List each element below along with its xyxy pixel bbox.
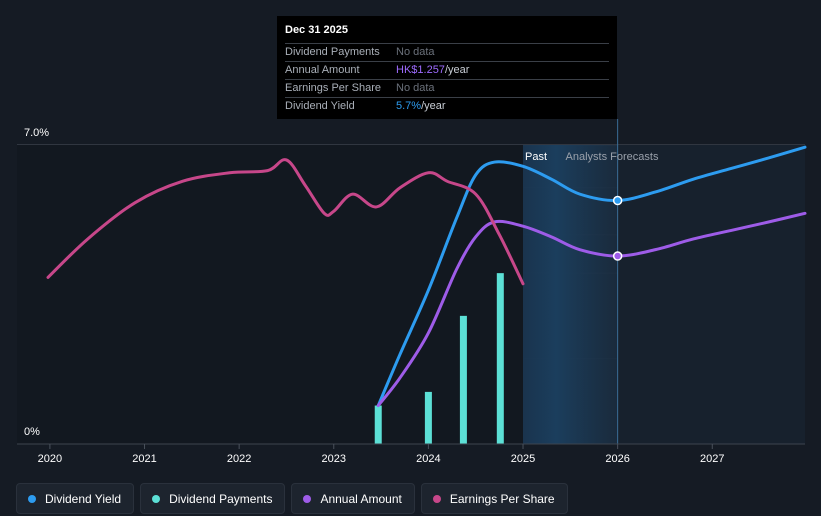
dividend-yield-marker xyxy=(612,195,623,206)
legend-dot-icon xyxy=(432,494,441,503)
forecast-label: Analysts Forecasts xyxy=(566,151,659,163)
value-suffix: /year xyxy=(444,64,470,76)
annual-amount-line xyxy=(376,211,807,408)
legend-label: Dividend Payments xyxy=(169,491,273,506)
x-tick-label: 2020 xyxy=(38,453,62,465)
dividend-payment-bar xyxy=(374,405,382,444)
axes: 7.0% 0% 2020 2021 2022 2023 2024 2025 2026 2027 xyxy=(17,127,805,465)
forecast-region-bg xyxy=(617,145,805,444)
earnings-per-share-line xyxy=(46,158,525,286)
series-lines xyxy=(46,145,807,408)
x-tick-label: 2026 xyxy=(605,453,629,465)
tooltip-label: Annual Amount xyxy=(285,64,360,76)
legend: Dividend Yield Dividend Payments Annual … xyxy=(16,483,568,514)
dividend-payment-bar xyxy=(459,315,467,444)
tooltip-date: Dec 31 2025 xyxy=(285,24,348,36)
dividend-payment-bar xyxy=(424,391,432,444)
value-suffix: /year xyxy=(421,100,446,112)
legend-item-dividend-yield[interactable]: Dividend Yield xyxy=(16,483,135,514)
y-tick-label: 0% xyxy=(24,426,40,438)
dividend-payment-bars xyxy=(374,273,504,444)
legend-label: Dividend Yield xyxy=(45,491,122,506)
legend-dot-icon xyxy=(303,494,312,503)
legend-item-dividend-payments[interactable]: Dividend Payments xyxy=(140,483,286,514)
y-tick-label: 7.0% xyxy=(24,127,49,139)
x-tick-label: 2024 xyxy=(416,453,440,465)
dividend-yield-value: 5.7% xyxy=(396,100,422,112)
forecast-region-highlight xyxy=(523,145,618,444)
tooltip-value: 5.7%/year xyxy=(396,98,446,115)
legend-dot-icon xyxy=(152,494,161,503)
tooltip-value: HK$1.257/year xyxy=(396,62,469,79)
dividend-payment-bar xyxy=(496,273,504,444)
x-tick-label: 2022 xyxy=(227,453,251,465)
dividend-yield-line xyxy=(376,145,807,408)
forecast-regions xyxy=(17,119,805,444)
legend-dot-icon xyxy=(28,494,36,503)
tooltip-value: No data xyxy=(396,46,435,58)
tooltip-label: Earnings Per Share xyxy=(285,82,381,94)
legend-item-earnings-per-share[interactable]: Earnings Per Share xyxy=(420,483,568,514)
annual-amount-value: HK$1.257 xyxy=(396,64,445,76)
legend-label: Annual Amount xyxy=(320,491,402,506)
legend-item-annual-amount[interactable]: Annual Amount xyxy=(291,483,415,514)
tooltip-label: Dividend Payments xyxy=(285,46,380,58)
tooltip-row-dividend-payments: Dividend Payments No data xyxy=(285,43,609,61)
legend-label: Earnings Per Share xyxy=(449,491,555,506)
past-label: Past xyxy=(525,151,547,163)
tooltip-row-earnings-per-share: Earnings Per Share No data xyxy=(285,79,609,97)
x-tick-label: 2021 xyxy=(132,453,156,465)
x-tick-label: 2027 xyxy=(700,453,724,465)
x-tick-label: 2025 xyxy=(511,453,535,465)
tooltip-row-annual-amount: Annual Amount HK$1.257/year xyxy=(285,61,609,79)
annual-amount-marker xyxy=(612,251,623,261)
x-tick-label: 2023 xyxy=(322,453,346,465)
tooltip: Dec 31 2025 Dividend Payments No data An… xyxy=(277,16,617,119)
tooltip-value: No data xyxy=(396,82,435,94)
tooltip-label: Dividend Yield xyxy=(285,100,355,112)
past-region-bg xyxy=(17,145,524,444)
tooltip-row-dividend-yield: Dividend Yield 5.7%/year xyxy=(285,97,609,115)
